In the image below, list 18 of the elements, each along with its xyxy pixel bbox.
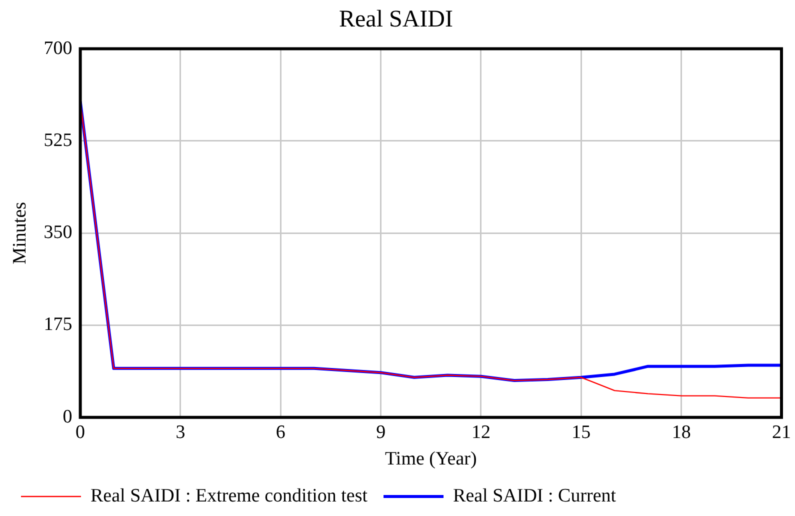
x-tick-label: 3 [176, 422, 186, 443]
x-tick-label: 6 [276, 422, 286, 443]
x-tick-label: 15 [572, 422, 591, 443]
y-tick-label: 0 [62, 406, 72, 428]
x-tick-label: 12 [471, 422, 490, 443]
y-tick-label: 525 [44, 130, 72, 151]
x-tick-label: 21 [772, 422, 791, 443]
x-tick-label: 18 [672, 422, 691, 443]
x-tick-label: 0 [76, 422, 86, 443]
legend-label: Real SAIDI : Extreme condition test [90, 485, 368, 506]
chart-title: Real SAIDI [339, 6, 453, 33]
y-tick-label: 700 [44, 38, 72, 59]
y-axis-title: Minutes [9, 202, 30, 264]
y-tick-label: 175 [44, 314, 72, 336]
legend-label: Real SAIDI : Current [453, 485, 617, 506]
y-tick-label: 350 [44, 222, 72, 244]
x-axis-title: Time (Year) [384, 448, 477, 470]
x-tick-label: 9 [376, 422, 386, 443]
